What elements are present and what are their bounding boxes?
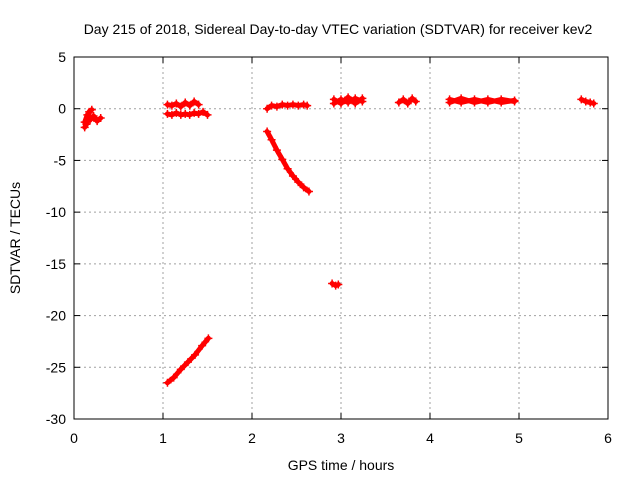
data-point xyxy=(294,178,303,187)
data-point xyxy=(87,105,96,114)
data-point xyxy=(577,95,586,104)
data-point xyxy=(176,365,185,374)
data-point xyxy=(190,108,199,117)
data-point xyxy=(263,127,272,136)
y-tick-label: 5 xyxy=(58,49,66,65)
data-point xyxy=(351,99,360,108)
data-point xyxy=(278,155,287,164)
data-point xyxy=(581,97,590,106)
x-tick-label: 5 xyxy=(515,430,523,446)
chart-title: Day 215 of 2018, Sidereal Day-to-day VTE… xyxy=(84,21,593,37)
data-point xyxy=(172,99,181,108)
data-point xyxy=(304,187,313,196)
data-point xyxy=(445,95,454,104)
data-point xyxy=(167,110,176,119)
data-point xyxy=(344,93,353,102)
data-point xyxy=(267,101,276,110)
data-point xyxy=(172,108,181,117)
data-point xyxy=(589,99,598,108)
data-point xyxy=(411,97,420,106)
data-point xyxy=(283,101,292,110)
data-point xyxy=(288,100,297,109)
data-point xyxy=(191,350,200,359)
data-series-segment-5 xyxy=(264,129,312,194)
tick-labels: 0 1 2 3 4 5 6 5 0 -5 -10 -15 -20 -25 -30 xyxy=(46,49,612,446)
x-tick-label: 3 xyxy=(337,430,345,446)
data-point xyxy=(163,109,172,118)
data-point xyxy=(194,100,203,109)
data-point xyxy=(204,334,213,343)
data-point xyxy=(163,378,172,387)
x-tick-label: 1 xyxy=(159,430,167,446)
grid xyxy=(74,57,608,419)
y-tick-label: -15 xyxy=(46,256,66,272)
data-point xyxy=(586,98,595,107)
y-tick-label: 0 xyxy=(58,101,66,117)
data-point xyxy=(203,110,212,119)
y-axis-label: SDTVAR / TECUs xyxy=(7,182,23,294)
data-point xyxy=(181,98,190,107)
data-point xyxy=(294,101,303,110)
data-point xyxy=(334,280,343,289)
data-point xyxy=(82,120,91,129)
data-point xyxy=(337,99,345,108)
data-point xyxy=(457,98,466,107)
data-point xyxy=(272,102,281,111)
y-tick-label: -5 xyxy=(54,152,67,168)
data-point xyxy=(510,97,519,106)
data-point xyxy=(497,95,506,104)
data-point xyxy=(198,341,207,350)
data-point xyxy=(190,97,199,106)
data-point xyxy=(470,95,479,104)
data-point xyxy=(183,358,192,367)
data-point xyxy=(169,373,178,382)
data-point xyxy=(278,100,287,109)
axis-ticks xyxy=(73,56,609,420)
data-point xyxy=(272,146,281,155)
data-point xyxy=(267,135,276,144)
data-point xyxy=(89,111,98,120)
x-tick-label: 4 xyxy=(426,430,434,446)
data-series-segment-1 xyxy=(82,107,95,130)
data-point xyxy=(288,171,297,180)
data-point xyxy=(283,164,292,173)
data-point xyxy=(185,110,194,119)
data-point xyxy=(167,101,176,110)
data-point xyxy=(176,102,185,111)
x-tick-label: 0 xyxy=(70,430,78,446)
data-point xyxy=(358,94,367,103)
data-point xyxy=(303,101,312,110)
data-point xyxy=(299,100,308,109)
x-tick-label: 2 xyxy=(248,430,256,446)
data-points xyxy=(80,93,598,387)
data-point xyxy=(163,100,172,109)
y-tick-label: -30 xyxy=(46,411,66,427)
data-point xyxy=(176,110,185,119)
data-point xyxy=(96,114,105,123)
data-point xyxy=(399,95,408,104)
y-tick-label: -25 xyxy=(46,359,66,375)
data-point xyxy=(329,95,338,104)
data-point xyxy=(263,104,272,113)
data-point xyxy=(299,183,308,192)
data-point xyxy=(483,98,492,107)
data-point xyxy=(185,101,194,110)
data-point xyxy=(394,98,403,107)
data-point xyxy=(199,107,208,116)
y-tick-label: -20 xyxy=(46,308,66,324)
y-tick-label: -10 xyxy=(46,204,66,220)
x-axis-label: GPS time / hours xyxy=(288,457,395,473)
data-point xyxy=(403,99,412,108)
data-point xyxy=(194,109,203,118)
data-point xyxy=(181,109,190,118)
x-tick-label: 6 xyxy=(604,430,612,446)
